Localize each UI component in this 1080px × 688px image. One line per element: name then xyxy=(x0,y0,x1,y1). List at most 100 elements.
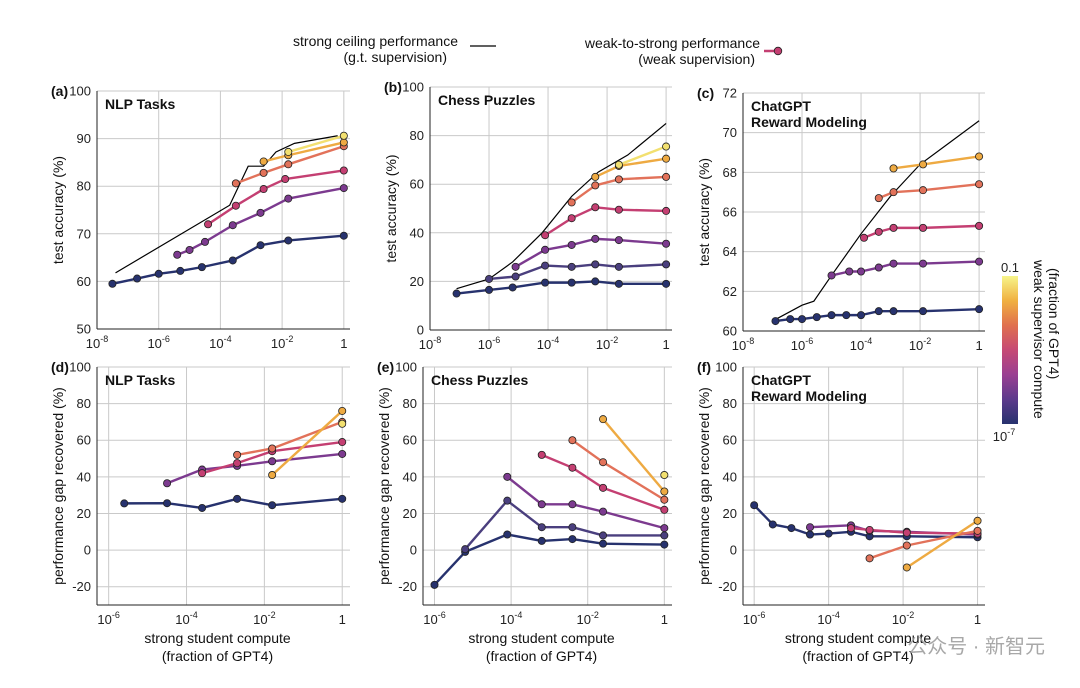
y-tick-label: 20 xyxy=(410,274,424,289)
colorbar: 0.1 10-7 weak supervisor compute (fracti… xyxy=(993,259,1062,444)
data-point-1e-4 xyxy=(975,221,984,230)
data-point-1e-7 xyxy=(537,536,546,545)
data-point-1e-4 xyxy=(874,227,883,236)
series-line-1e-3 xyxy=(869,529,978,560)
data-point-1e-4 xyxy=(860,233,869,242)
data-point-1e-7 xyxy=(660,540,669,549)
x-tick-label: 10-4 xyxy=(850,336,872,353)
data-point-3e-6 xyxy=(200,237,209,246)
x-tick-label: 10-2 xyxy=(576,610,598,627)
panel-d: -20 0 20 40 60 80 100 10-6 10-4 10-2 1 performance … xyxy=(50,359,350,664)
data-point-1e-2 xyxy=(338,406,347,415)
data-point-1e-3 xyxy=(568,436,577,445)
legend: strong ceiling performance (g.t. supervi… xyxy=(293,33,783,67)
series-line-1e-2 xyxy=(893,155,980,170)
data-point-1e-5 xyxy=(919,259,928,268)
data-point-1e-5 xyxy=(591,234,600,243)
data-point-1e-7 xyxy=(975,305,984,314)
panel-letter: (c) xyxy=(697,85,714,101)
data-point-1e-3 xyxy=(259,168,268,177)
data-point-1e-3 xyxy=(902,541,911,550)
x-tick-label: 10-6 xyxy=(743,610,765,627)
data-point-1e-7 xyxy=(842,311,851,320)
data-point-1e-5 xyxy=(503,472,512,481)
data-point-1e-2 xyxy=(660,487,669,496)
data-point-1e-4 xyxy=(591,203,600,212)
data-point-1e-6 xyxy=(537,523,546,532)
data-point-1e-7 xyxy=(339,231,348,240)
colorbar-title: weak supervisor compute xyxy=(1031,259,1047,419)
x-axis-subtitle: (fraction of GPT4) xyxy=(802,648,913,664)
y-tick-label: 80 xyxy=(77,396,91,411)
data-point-1e-6 xyxy=(503,496,512,505)
data-point-1e-7 xyxy=(133,274,142,283)
legend-w2s-marker xyxy=(773,46,783,56)
y-tick-label: -20 xyxy=(398,579,417,594)
y-tick-label: 50 xyxy=(77,322,91,337)
y-tick-label: 60 xyxy=(77,274,91,289)
y-axis-title: test accuracy (%) xyxy=(383,154,399,262)
x-axis-subtitle: (fraction of GPT4) xyxy=(162,648,273,664)
series-line-0.1 xyxy=(287,134,345,154)
data-point-1e-7 xyxy=(228,256,237,265)
data-point-1e-5 xyxy=(599,507,608,516)
panel-letter: (e) xyxy=(377,359,394,375)
x-tick-label: 10-6 xyxy=(147,334,169,351)
data-point-1e-5 xyxy=(660,524,669,533)
y-tick-label: 80 xyxy=(410,128,424,143)
y-tick-label: 68 xyxy=(723,165,737,180)
y-tick-label: 60 xyxy=(723,433,737,448)
data-point-1e-6 xyxy=(662,260,671,269)
ceiling-line xyxy=(115,135,338,274)
data-point-1e-4 xyxy=(662,206,671,215)
data-point-1e-7 xyxy=(108,279,117,288)
x-tick-label: 1 xyxy=(339,612,346,627)
data-point-1e-7 xyxy=(874,307,883,316)
data-point-1e-2 xyxy=(902,563,911,572)
data-point-1e-7 xyxy=(568,535,577,544)
data-point-0.1 xyxy=(339,131,348,140)
y-tick-label: 40 xyxy=(77,469,91,484)
data-point-1e-4 xyxy=(339,166,348,175)
x-tick-label: 10-6 xyxy=(97,610,119,627)
data-point-1e-5 xyxy=(874,263,883,272)
y-axis-title: test accuracy (%) xyxy=(696,158,712,266)
data-point-0.1 xyxy=(338,419,347,428)
legend-w2s-label: weak-to-strong performance xyxy=(584,35,760,51)
data-point-3e-6 xyxy=(228,221,237,230)
data-point-1e-7 xyxy=(541,278,550,287)
data-point-1e-3 xyxy=(284,160,293,169)
x-tick-label: 10-6 xyxy=(478,335,500,352)
x-tick-label: 1 xyxy=(661,612,668,627)
data-point-1e-7 xyxy=(768,520,777,529)
series-line-1e-5 xyxy=(514,237,667,268)
data-point-1e-2 xyxy=(919,160,928,169)
data-point-1e-4 xyxy=(846,524,855,533)
y-axis-title: performance gap recovered (%) xyxy=(376,387,392,585)
x-tick-label: 10-4 xyxy=(500,610,522,627)
data-point-1e-3 xyxy=(865,554,874,563)
x-tick-label: 1 xyxy=(662,337,669,352)
data-point-1e-4 xyxy=(567,214,576,223)
series-line-1e-3 xyxy=(571,439,665,501)
data-point-0.1 xyxy=(660,471,669,480)
x-tick-label: 1 xyxy=(975,338,982,353)
y-axis-title: performance gap recovered (%) xyxy=(50,387,66,585)
panel-title: ChatGPT xyxy=(751,372,811,388)
x-tick-label: 10-2 xyxy=(596,335,618,352)
y-tick-label: 60 xyxy=(77,433,91,448)
panel-letter: (b) xyxy=(384,79,402,95)
data-point-1e-7 xyxy=(786,315,795,324)
series-line-1e-2 xyxy=(906,519,979,569)
data-point-1e-7 xyxy=(812,313,821,322)
x-tick-label: 10-6 xyxy=(791,336,813,353)
data-point-1e-2 xyxy=(662,154,671,163)
y-tick-label: 80 xyxy=(77,179,91,194)
data-point-1e-5 xyxy=(614,236,623,245)
panel-f: -20 0 20 40 60 80 100 10-6 10-4 10-2 1 performance … xyxy=(696,359,985,664)
x-axis-title: strong student compute xyxy=(144,630,291,646)
x-axis-subtitle: (fraction of GPT4) xyxy=(486,648,597,664)
watermark: 公众号 · 新智元 xyxy=(907,635,1045,658)
data-point-1e-3 xyxy=(233,450,242,459)
data-point-1e-5 xyxy=(827,271,836,280)
